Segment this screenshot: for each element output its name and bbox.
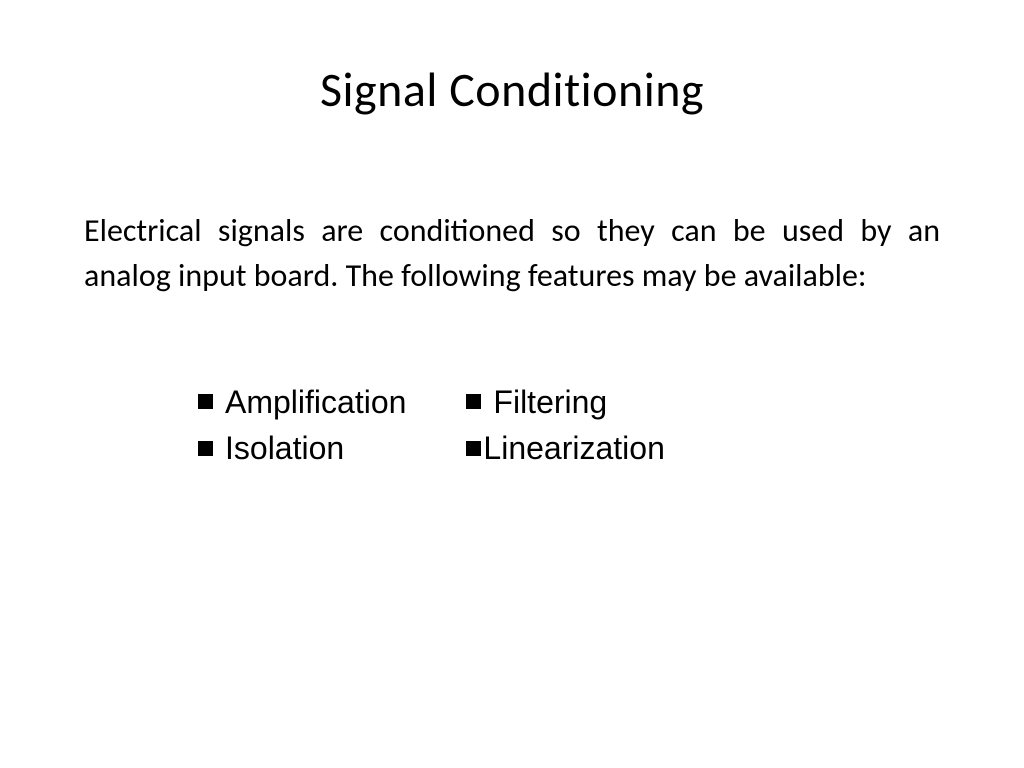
bullet-column-left: Amplification Isolation (198, 379, 406, 472)
bullet-item: Linearization (466, 425, 664, 471)
bullet-list-container: Amplification Isolation Filtering Linear… (80, 379, 944, 472)
bullet-item: Amplification (198, 379, 406, 425)
bullet-text: Isolation (225, 425, 344, 471)
bullet-column-right: Filtering Linearization (466, 379, 664, 472)
slide-body-text: Electrical signals are conditioned so th… (80, 209, 944, 299)
bullet-text: Filtering (493, 379, 607, 425)
slide-container: Signal Conditioning Electrical signals a… (0, 0, 1024, 768)
square-bullet-icon (466, 441, 481, 456)
square-bullet-icon (198, 394, 213, 409)
bullet-text: Linearization (483, 425, 664, 471)
bullet-item: Filtering (466, 379, 664, 425)
bullet-item: Isolation (198, 425, 406, 471)
square-bullet-icon (198, 441, 213, 456)
square-bullet-icon (466, 394, 481, 409)
bullet-text: Amplification (225, 379, 406, 425)
slide-title: Signal Conditioning (80, 60, 944, 119)
